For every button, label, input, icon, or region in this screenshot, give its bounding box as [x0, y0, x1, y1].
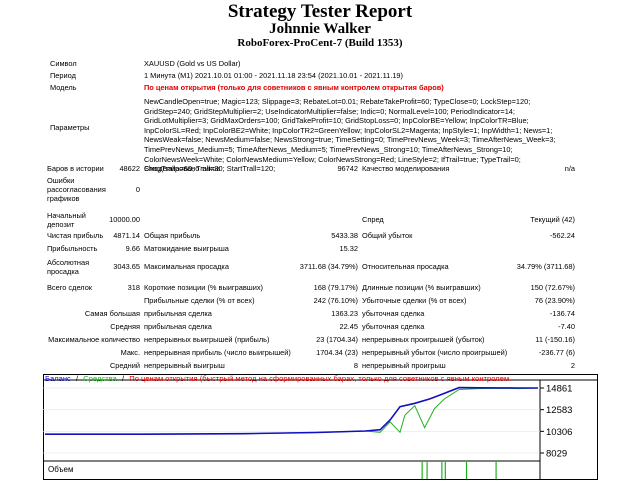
quality-label: Качество моделирования	[362, 164, 450, 173]
errors-label-1: Ошибки	[47, 176, 75, 185]
loss-trades-label: Убыточные сделки (% от всех)	[362, 296, 467, 305]
spread-label: Спред	[362, 215, 384, 224]
deposit-label-1: Начальный	[47, 211, 86, 220]
ticks-label: Смоделировано тиков	[144, 164, 221, 173]
avg-losses-label: непрерывный проигрыш	[362, 361, 446, 370]
largest-label: Самая большая	[84, 309, 140, 318]
deposit-label-2: депозит	[47, 220, 75, 229]
long-label: Длинные позиции (% выигравших)	[362, 283, 481, 292]
profit-factor-value: 9.66	[125, 244, 140, 253]
average-loss-value: -7.40	[558, 322, 575, 331]
loss-trades-value: 76 (23.90%)	[534, 296, 575, 305]
legend-sep: /	[76, 374, 79, 383]
average-loss-label: убыточная сделка	[362, 322, 425, 331]
params-label: Параметры	[50, 123, 90, 132]
abs-dd-label-2: просадка	[47, 267, 79, 276]
cons-wins-value: 23 (1704.34)	[316, 335, 358, 344]
params-value: NewCandleOpen=true; Magic=123; Slippage=…	[144, 97, 556, 174]
chart-frame	[43, 374, 598, 480]
max-count-label: Максимальное количество	[48, 335, 140, 344]
cons-loss-value: -236.77 (6)	[538, 348, 575, 357]
net-profit-value: 4871.14	[113, 231, 140, 240]
largest-profit-value: 1363.23	[331, 309, 358, 318]
profit-trades-label: Прибыльные сделки (% от всех)	[144, 296, 255, 305]
cons-losses-label: непрерывных проигрышей (убыток)	[362, 335, 485, 344]
abs-dd-label-1: Абсолютная	[47, 258, 90, 267]
cons-loss-label: непрерывный убыток (число проигрышей)	[362, 348, 508, 357]
max-label: Макс.	[120, 348, 140, 357]
expected-payoff-label: Матожидание выигрыша	[144, 244, 229, 253]
symbol-value: XAUUSD (Gold vs US Dollar)	[144, 59, 241, 68]
gross-loss-value: -562.24	[549, 231, 575, 240]
quality-value: n/a	[564, 164, 575, 173]
errors-value: 0	[135, 185, 140, 194]
total-trades-label: Всего сделок	[47, 283, 93, 292]
profit-factor-label: Прибыльность	[47, 244, 98, 253]
y-tick-label: 14861	[546, 384, 572, 395]
errors-label-3: графиков	[47, 194, 80, 203]
chart-legend: Баланс / Средства / По ценам открытия (б…	[45, 374, 509, 383]
largest-loss-value: -136.74	[549, 309, 575, 318]
model-label: Модель	[50, 83, 77, 92]
legend-model: По ценам открытия (быстрый метод на сфор…	[129, 374, 509, 383]
y-tick-label: 10306	[546, 427, 572, 438]
total-trades-value: 318	[127, 283, 140, 292]
rel-dd-label: Относительная просадка	[362, 262, 449, 271]
short-value: 168 (79.17%)	[313, 283, 358, 292]
period-label: Период	[50, 71, 76, 80]
errors-label-2: рассогласования	[47, 185, 106, 194]
net-profit-label: Чистая прибыль	[47, 231, 104, 240]
deposit-value: 10000.00	[109, 215, 140, 224]
volume-label: Объем	[48, 465, 74, 474]
chart-y-ticks: 14861 12583 10306 8029	[540, 384, 572, 460]
spread-value: Текущий (42)	[530, 215, 575, 224]
abs-dd-value: 3043.65	[113, 262, 140, 271]
report-name: Johnnie Walker	[269, 21, 371, 37]
avg-losses-value: 2	[570, 361, 575, 370]
avg-wins-value: 8	[353, 361, 358, 370]
avg-label: Средний	[109, 361, 140, 370]
y-tick-label: 8029	[546, 449, 567, 460]
short-label: Короткие позиции (% выигравших)	[144, 283, 263, 292]
cons-wins-label: непрерывных выигрышей (прибыль)	[144, 335, 270, 344]
balance-chart: 14861 12583 10306 8029 Баланс / Средства / …	[43, 374, 598, 480]
bars-value: 48622	[119, 164, 140, 173]
legend-sep-2: /	[122, 374, 125, 383]
report-server: RoboForex-ProCent-7 (Build 1353)	[237, 37, 403, 49]
report-title: Strategy Tester Report	[227, 1, 413, 22]
balance-line	[45, 386, 538, 435]
y-tick-label: 12583	[546, 405, 572, 416]
legend-equity: Средства	[83, 374, 117, 383]
max-dd-label: Максимальная просадка	[144, 262, 229, 271]
cons-profit-label: непрерывная прибыль (число выигрышей)	[144, 348, 291, 357]
average-profit-label: прибыльная сделка	[144, 322, 212, 331]
expected-payoff-value: 15.32	[339, 244, 359, 253]
legend-balance: Баланс	[45, 374, 71, 383]
gross-profit-value: 5433.38	[331, 231, 358, 240]
profit-trades-value: 242 (76.10%)	[313, 296, 358, 305]
symbol-label: Символ	[50, 59, 77, 68]
avg-wins-label: непрерывный выигрыш	[144, 361, 225, 370]
ticks-value: 96742	[337, 164, 358, 173]
long-value: 150 (72.67%)	[530, 283, 575, 292]
largest-profit-label: прибыльная сделка	[144, 309, 212, 318]
bars-label: Баров в истории	[47, 164, 104, 173]
balance-chart-svg: 14861 12583 10306 8029 Баланс / Средства / …	[43, 374, 598, 480]
model-value: По ценам открытия (только для советников…	[144, 83, 444, 92]
average-profit-value: 22.45	[339, 322, 359, 331]
gross-profit-label: Общая прибыль	[144, 231, 201, 240]
largest-loss-label: убыточная сделка	[362, 309, 425, 318]
gross-loss-label: Общий убыток	[362, 231, 413, 240]
volume-bars	[421, 462, 497, 479]
cons-profit-value: 1704.34 (23)	[316, 348, 358, 357]
max-dd-value: 3711.68 (34.79%)	[299, 262, 358, 271]
average-label: Средняя	[110, 322, 140, 331]
rel-dd-value: 34.79% (3711.68)	[516, 262, 575, 271]
cons-losses-value: 11 (-150.16)	[535, 335, 575, 344]
period-value: 1 Минута (M1) 2021.10.01 01:00 - 2021.11…	[144, 71, 403, 80]
